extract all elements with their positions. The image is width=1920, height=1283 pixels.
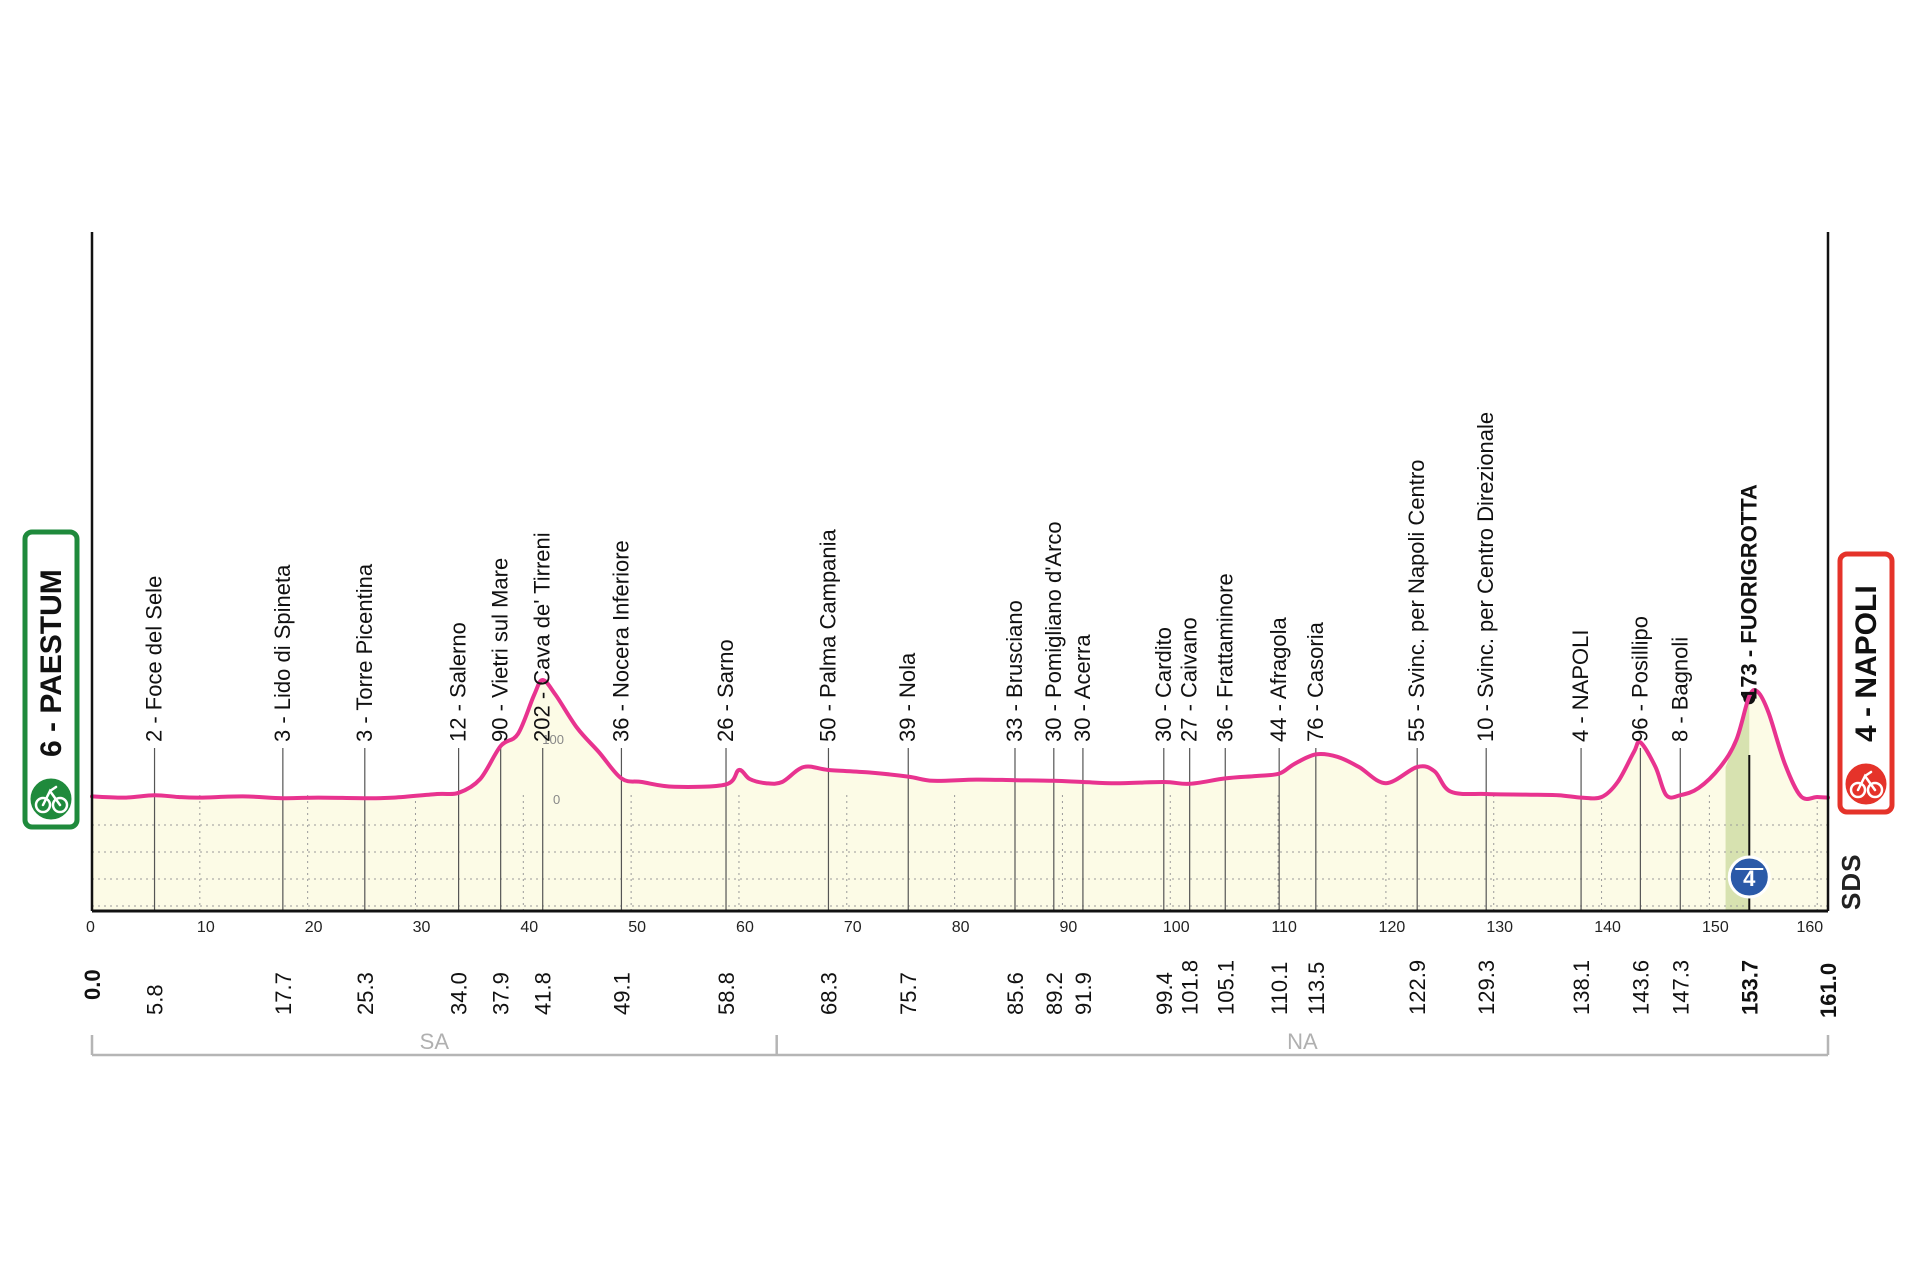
location-km-label: 17.7 xyxy=(271,972,296,1015)
location-name-label: 4 - NAPOLI xyxy=(1568,630,1593,742)
location-km-label: 34.0 xyxy=(447,972,472,1015)
location-km-label: 75.7 xyxy=(896,972,921,1015)
location-km-label: 68.3 xyxy=(816,972,841,1015)
x-tick-label: 0 xyxy=(86,919,95,936)
location-name-label: 3 - Torre Picentina xyxy=(352,563,377,742)
bike-icon xyxy=(1842,760,1890,808)
location-name-label: 33 - Brusciano xyxy=(1002,600,1027,742)
location-km-label: 89.2 xyxy=(1042,972,1067,1015)
location-name-label: 26 - Sarno xyxy=(713,639,738,742)
location-lines-layer xyxy=(153,692,1756,911)
bike-icon xyxy=(27,775,75,823)
location-km-label: 129.3 xyxy=(1474,960,1499,1015)
finish-badge: 4 - NAPOLI xyxy=(1837,551,1895,815)
x-tick-label: 100 xyxy=(1163,919,1190,936)
province-label: NA xyxy=(1287,1029,1318,1054)
location-name-label: 30 - Cardito xyxy=(1151,627,1176,742)
x-tick-label: 130 xyxy=(1486,919,1513,936)
location-name-label: 76 - Casoria xyxy=(1303,621,1328,742)
x-tick-label: 110 xyxy=(1271,919,1297,936)
inline-altitude-label: 100 xyxy=(542,732,564,747)
location-name-label: 2 - Foce del Sele xyxy=(142,576,167,742)
finish-badge-label: 4 - NAPOLI xyxy=(1850,585,1883,742)
final-km-badge xyxy=(1727,855,1771,899)
location-name-label: 30 - Acerra xyxy=(1070,634,1095,742)
x-tick-label: 20 xyxy=(305,919,323,936)
location-name-label: 96 - Posillipo xyxy=(1627,616,1652,742)
start-km-label: 0.0 xyxy=(80,969,105,1000)
x-tick-label: 90 xyxy=(1060,919,1078,936)
x-tick-label: 120 xyxy=(1379,919,1406,936)
x-tick-label: 60 xyxy=(736,919,754,936)
location-name-label: 55 - Svinc. per Napoli Centro xyxy=(1404,460,1429,742)
location-km-label: 91.9 xyxy=(1071,972,1096,1015)
axis-layer: 0 10 20 30 40 50 60 70 80 90 100 110 120 130 140 150 160 xyxy=(86,232,1830,1057)
location-name-label: 36 - Frattaminore xyxy=(1212,573,1237,742)
location-km-label: 41.8 xyxy=(531,972,556,1015)
x-tick-label: 30 xyxy=(413,919,431,936)
location-name-label: 202 - Cava de' Tirreni xyxy=(530,532,555,742)
location-km-label: 49.1 xyxy=(609,972,634,1015)
location-km-label: 138.1 xyxy=(1569,960,1594,1015)
location-name-label: 90 - Vietri sul Mare xyxy=(488,558,513,742)
location-name-label: 3 - Lido di Spineta xyxy=(270,564,295,742)
final-km-badge-label: 4 xyxy=(1743,866,1756,891)
brand-mark-label: SDS xyxy=(1836,854,1866,910)
location-name-label: 12 - Salerno xyxy=(446,622,471,742)
location-km-label: 85.6 xyxy=(1003,972,1028,1015)
bike-wheel-icon xyxy=(1866,781,1884,799)
location-km-label: 99.4 xyxy=(1152,972,1177,1015)
finish-badge-frame xyxy=(1837,551,1895,815)
location-name-label: 10 - Svinc. per Centro Direzionale xyxy=(1473,412,1498,742)
bike-frame-icon xyxy=(41,785,62,807)
province-label: SA xyxy=(420,1029,450,1054)
location-km-label: 122.9 xyxy=(1405,960,1430,1015)
profile-area xyxy=(92,680,1828,911)
location-km-label: 147.3 xyxy=(1668,960,1693,1015)
location-name-label: 30 - Pomigliano d'Arco xyxy=(1041,521,1066,742)
profile-line-layer xyxy=(90,678,1830,801)
location-km-label: 153.7 xyxy=(1737,960,1762,1015)
x-tick-label: 70 xyxy=(844,919,862,936)
start-badge: 6 - PAESTUM xyxy=(22,529,80,830)
start-badge-frame xyxy=(22,529,80,830)
bike-wheel-icon xyxy=(51,796,69,814)
location-name-label: 44 - Afragola xyxy=(1266,616,1291,742)
location-km-label: 5.8 xyxy=(143,984,168,1015)
location-name-label: 36 - Nocera Inferiore xyxy=(608,540,633,742)
inline-altitude-label: 0 xyxy=(553,792,560,807)
location-name-label: 27 - Caivano xyxy=(1177,617,1202,742)
location-km-label: 113.5 xyxy=(1304,962,1329,1015)
x-tick-label: 150 xyxy=(1702,919,1729,936)
finish-km-label: 161.0 xyxy=(1816,963,1841,1018)
x-tick-label: 10 xyxy=(197,919,215,936)
badge-layer: 4 SDS 6 - PAESTUM 4 - NAPOLI xyxy=(22,529,1895,910)
location-km-label: 105.1 xyxy=(1213,960,1238,1015)
bike-wheel-icon xyxy=(34,796,52,814)
location-km-label: 101.8 xyxy=(1178,960,1203,1015)
location-km-label: 25.3 xyxy=(353,972,378,1015)
x-tick-label: 80 xyxy=(952,919,970,936)
start-badge-label: 6 - PAESTUM xyxy=(35,569,68,757)
x-tick-label: 40 xyxy=(520,919,538,936)
bike-frame-icon xyxy=(1856,770,1877,792)
location-km-label: 58.8 xyxy=(714,972,739,1015)
location-name-label: 173 - FUORIGROTTA xyxy=(1736,484,1761,700)
x-tick-label: 140 xyxy=(1594,919,1621,936)
gridline-layer: 100 0 xyxy=(92,732,1828,911)
bike-wheel-icon xyxy=(1849,781,1867,799)
location-km-label: 37.9 xyxy=(489,972,514,1015)
location-km-label: 110.1 xyxy=(1267,962,1292,1015)
profile-line xyxy=(90,678,1830,801)
x-tick-label: 50 xyxy=(628,919,646,936)
x-tick-label: 160 xyxy=(1797,919,1824,936)
location-name-label: 50 - Palma Campania xyxy=(815,528,840,742)
location-name-label: 8 - Bagnoli xyxy=(1667,637,1692,742)
location-name-label: 39 - Nola xyxy=(895,652,920,742)
location-km-label: 143.6 xyxy=(1628,960,1653,1015)
